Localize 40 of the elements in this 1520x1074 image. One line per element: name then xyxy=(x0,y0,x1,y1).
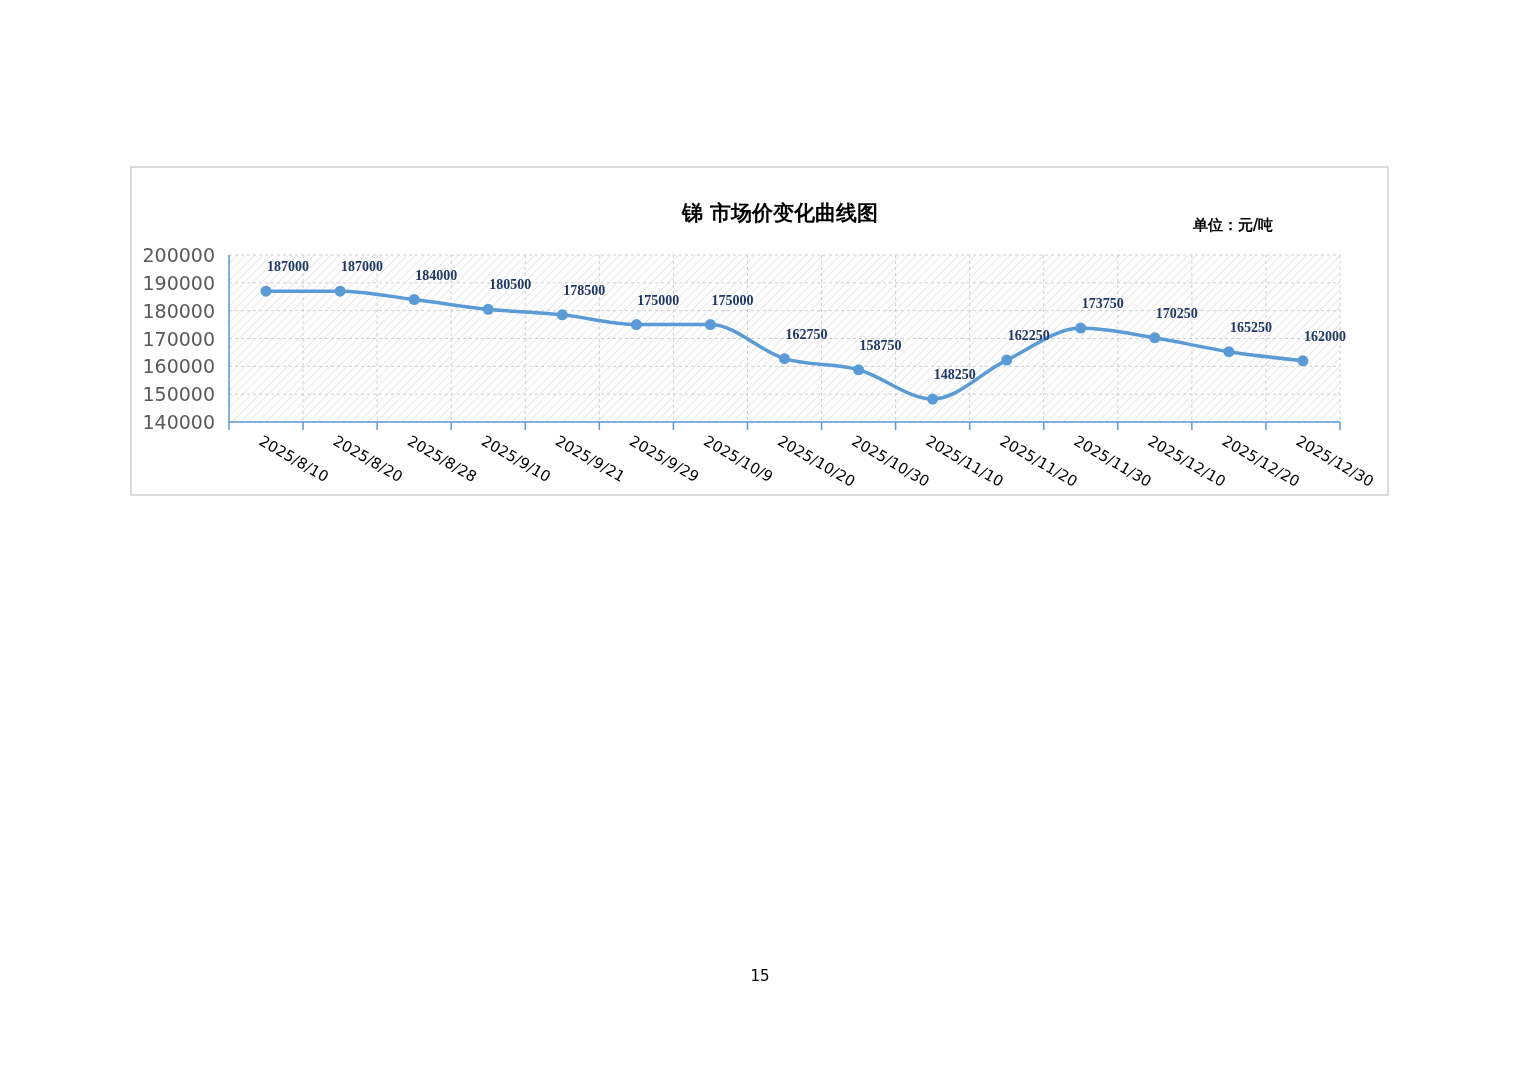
data-label: 162000 xyxy=(1303,328,1346,344)
point xyxy=(482,303,494,315)
data-label: 184000 xyxy=(415,267,458,283)
point xyxy=(1223,346,1235,358)
point xyxy=(927,393,939,405)
text: 15 xyxy=(750,967,770,985)
point xyxy=(556,309,568,321)
data-label: 170250 xyxy=(1155,305,1198,321)
point xyxy=(779,353,790,365)
point xyxy=(1297,355,1309,367)
point xyxy=(334,285,346,297)
data-label: 175000 xyxy=(637,292,680,308)
point xyxy=(630,319,642,331)
point xyxy=(704,319,716,331)
y-tick-label: 190000 xyxy=(142,271,215,294)
text: 单位：元/吨 xyxy=(1191,216,1274,234)
y-tick-label: 150000 xyxy=(142,383,215,406)
point xyxy=(1075,322,1087,334)
chart-title: 锑 市场价变化曲线图 xyxy=(680,201,879,225)
y-tick-label: 180000 xyxy=(142,299,215,322)
point xyxy=(260,285,272,297)
point xyxy=(1001,354,1013,366)
point xyxy=(853,364,865,376)
data-label: 165250 xyxy=(1229,319,1272,335)
point xyxy=(1149,332,1161,344)
data-label: 158750 xyxy=(859,337,902,353)
point xyxy=(408,294,420,306)
data-label: 162750 xyxy=(785,326,828,342)
y-tick-label: 200000 xyxy=(142,244,215,266)
data-label: 187000 xyxy=(341,259,384,275)
data-label: 180500 xyxy=(489,277,532,293)
y-tick-label: 160000 xyxy=(142,355,215,378)
y-tick-label: 170000 xyxy=(142,327,215,350)
data-label: 173750 xyxy=(1081,296,1124,312)
data-label: 187000 xyxy=(267,259,310,275)
data-label: 162250 xyxy=(1007,328,1050,344)
data-label: 175000 xyxy=(711,292,754,308)
data-label: 178500 xyxy=(563,282,606,298)
data-label: 148250 xyxy=(933,367,976,383)
y-tick-label: 140000 xyxy=(142,411,215,433)
